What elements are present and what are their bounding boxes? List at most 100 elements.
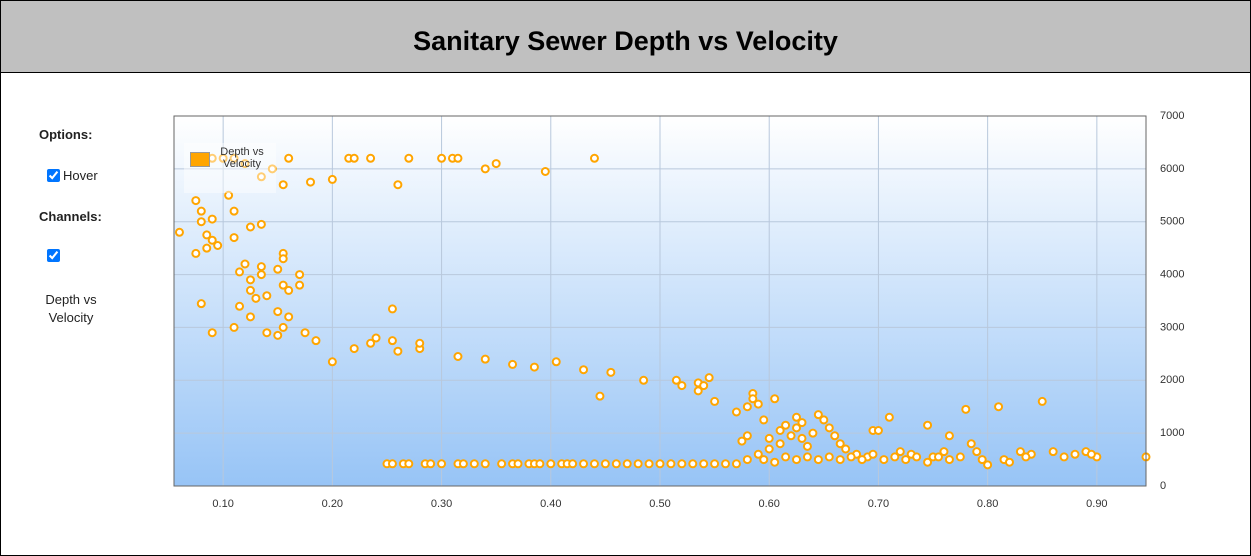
point [622,459,632,469]
point [666,459,676,469]
point [764,433,774,443]
point [393,346,403,356]
point [983,460,993,470]
point [426,459,436,469]
y-tick-label: 1000 [1160,427,1184,439]
point [961,404,971,414]
point [551,357,561,367]
point [174,227,184,237]
legend-swatch [190,152,210,167]
point [278,180,288,190]
x-tick-label: 0.40 [540,498,561,510]
point [813,455,823,465]
point [262,291,272,301]
point [300,328,310,338]
point [579,365,589,375]
point [284,312,294,322]
point [235,267,245,277]
point [508,359,518,369]
point [568,459,578,469]
y-tick-label: 0 [1160,480,1166,492]
point [759,415,769,425]
point [371,333,381,343]
point [721,459,731,469]
point [770,394,780,404]
x-tick-label: 0.90 [1086,498,1107,510]
point [262,328,272,338]
point [742,455,752,465]
channels-label: Channels: [39,209,102,224]
point [802,452,812,462]
point [366,338,376,348]
point [671,375,681,385]
point [229,322,239,332]
point [748,394,758,404]
point [644,459,654,469]
plot-border [173,115,1147,487]
point [606,367,616,377]
point [944,431,954,441]
point [196,299,206,309]
point [311,336,321,346]
point [589,153,599,163]
point [879,455,889,465]
point [218,153,228,163]
point [824,423,834,433]
point [229,153,239,163]
point [235,301,245,311]
y-tick-label: 5000 [1160,216,1184,228]
point [764,444,774,454]
point [895,447,905,457]
point [256,262,266,272]
y-tick-label: 4000 [1160,268,1184,280]
point [600,459,610,469]
point [737,436,747,446]
point [387,336,397,346]
point [278,280,288,290]
point [579,459,589,469]
point [655,459,665,469]
point [966,439,976,449]
point [273,330,283,340]
point [1059,452,1069,462]
point [868,449,878,459]
y-tick-label: 6000 [1160,163,1184,175]
point [884,412,894,422]
point [824,452,834,462]
point [540,167,550,176]
channel-label: Depth vs Velocity [45,292,97,325]
point [245,222,255,232]
point [639,375,649,385]
point [245,285,255,295]
hover-label: Hover [63,168,98,183]
point [535,459,545,469]
point [213,241,223,250]
point [491,159,501,169]
point [912,452,922,462]
point [387,304,397,314]
channel-checkbox[interactable] [47,249,60,262]
point [901,455,911,465]
point [349,153,359,163]
hover-option[interactable]: Hover [47,168,98,183]
point [1070,449,1080,459]
point [251,293,261,303]
point [797,433,807,443]
point [453,352,463,361]
point [977,455,987,465]
point [191,196,201,206]
point [835,455,845,465]
point [404,153,414,163]
point [753,449,763,459]
point [770,457,780,467]
hover-checkbox[interactable] [47,169,60,182]
point [819,415,829,425]
point [327,357,337,367]
point [196,217,206,227]
point [792,423,802,433]
point [256,270,266,280]
y-tick-label: 2000 [1160,374,1184,386]
point [731,459,741,469]
point [873,426,883,435]
